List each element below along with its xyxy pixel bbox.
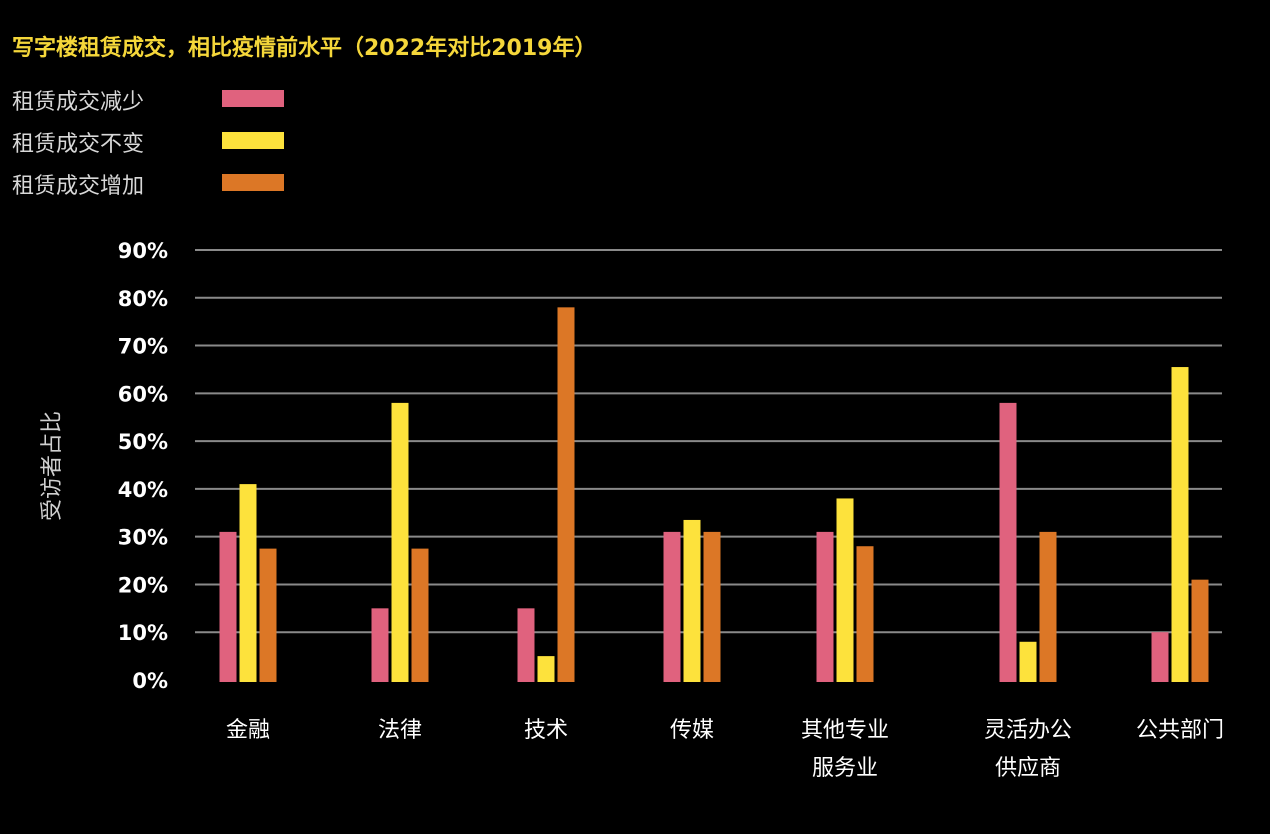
x-tick-label: 金融 — [226, 718, 270, 743]
bar-1-0 — [239, 484, 257, 682]
bar-1-3 — [683, 519, 701, 682]
bar-2-5 — [1039, 531, 1057, 682]
bar-0-3 — [663, 531, 681, 682]
y-tick-label: 20% — [118, 573, 168, 597]
legend-item-unchanged: 租赁成交不变 — [12, 126, 284, 158]
y-tick-label: 50% — [118, 430, 168, 454]
bar-1-5 — [1019, 641, 1037, 682]
x-tick-label: 技术 — [524, 718, 568, 743]
bar-2-6 — [1191, 579, 1209, 682]
bar-0-0 — [219, 531, 237, 682]
legend-label: 租赁成交不变 — [12, 132, 145, 157]
y-tick-label: 10% — [118, 621, 168, 645]
x-tick-label: 灵活办公 — [984, 718, 1072, 743]
bar-0-6 — [1151, 632, 1169, 682]
legend-item-increase: 租赁成交增加 — [12, 168, 284, 200]
bar-1-1 — [391, 402, 409, 682]
legend-label: 租赁成交减少 — [12, 90, 145, 115]
x-tick-label: 其他专业 — [801, 718, 889, 743]
bar-2-1 — [411, 548, 429, 682]
bar-0-2 — [517, 608, 535, 682]
y-tick-label: 40% — [118, 478, 168, 502]
bar-2-2 — [557, 307, 575, 682]
y-tick-label: 30% — [118, 526, 168, 550]
y-tick-label: 0% — [132, 669, 168, 693]
x-tick-label: 服务业 — [812, 756, 878, 781]
x-tick-label: 供应商 — [995, 756, 1061, 781]
bar-0-1 — [371, 608, 389, 682]
legend-item-decrease: 租赁成交减少 — [12, 84, 284, 116]
bar-2-0 — [259, 548, 277, 682]
legend-label: 租赁成交增加 — [12, 174, 145, 199]
x-tick-label: 公共部门 — [1136, 718, 1224, 743]
bar-1-6 — [1171, 367, 1189, 682]
bar-0-4 — [816, 531, 834, 682]
legend-swatch — [222, 132, 284, 149]
x-tick-label: 法律 — [378, 718, 422, 743]
y-tick-label: 90% — [118, 239, 168, 263]
bar-0-5 — [999, 402, 1017, 682]
y-tick-label: 60% — [118, 382, 168, 406]
x-tick-label: 传媒 — [670, 718, 714, 743]
chart-title: 写字楼租赁成交，相比疫情前水平（2022年对比2019年） — [12, 36, 597, 61]
bar-2-4 — [856, 546, 874, 682]
y-tick-label: 80% — [118, 287, 168, 311]
legend-swatch — [222, 90, 284, 107]
bar-1-2 — [537, 656, 555, 682]
bar-1-4 — [836, 498, 854, 682]
y-tick-label: 70% — [118, 335, 168, 359]
bar-2-3 — [703, 531, 721, 682]
legend-swatch — [222, 174, 284, 191]
